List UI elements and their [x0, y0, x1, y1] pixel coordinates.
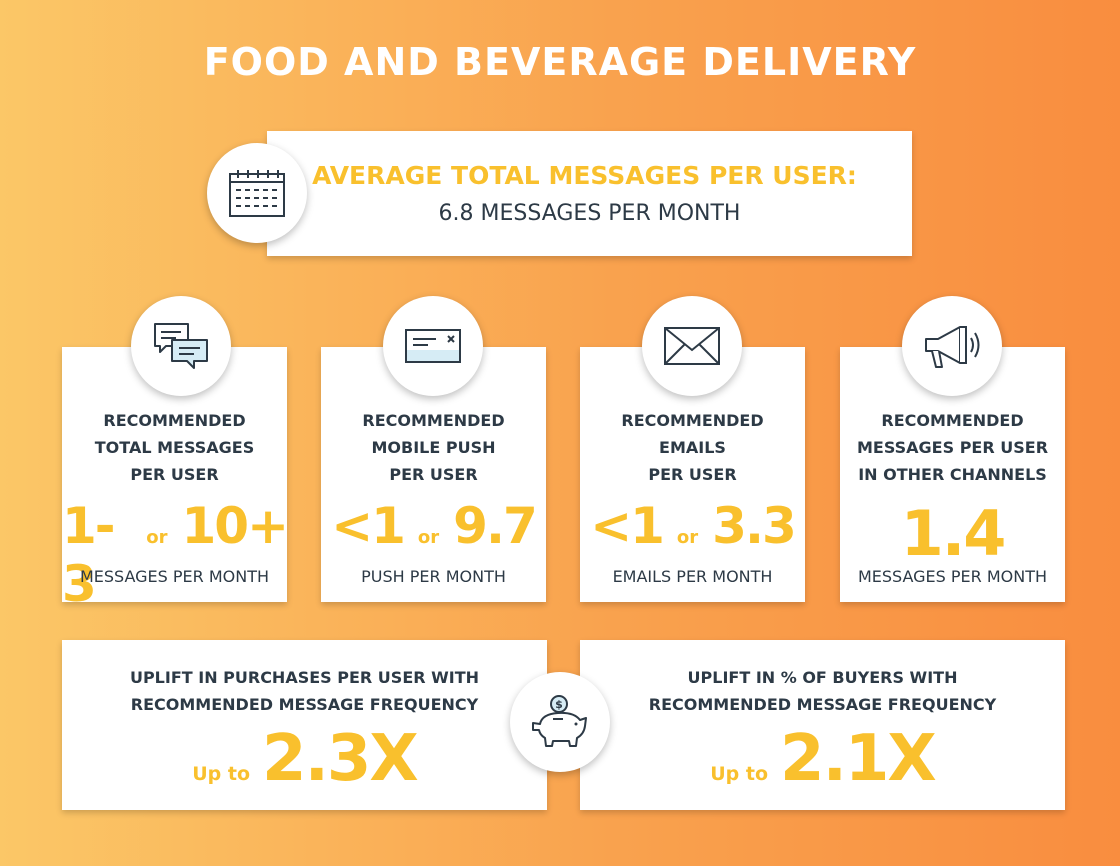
buyers-uplift-card: UPLIFT IN % OF BUYERS WITH RECOMMENDED M…: [580, 640, 1065, 810]
calendar-icon-badge: [207, 143, 307, 243]
page-title: FOOD AND BEVERAGE DELIVERY: [203, 40, 917, 84]
mobile-push-label: RECOMMENDED MOBILE PUSH PER USER: [321, 407, 546, 488]
up-to-text: Up to: [710, 763, 769, 785]
total-messages-label: RECOMMENDED TOTAL MESSAGES PER USER: [62, 407, 287, 488]
up-to-text: Up to: [192, 763, 251, 785]
envelope-icon: [664, 327, 720, 365]
high-value: 9.7: [453, 497, 538, 555]
uplift-number: 2.3X: [262, 722, 419, 796]
label-line: PER USER: [648, 465, 737, 484]
purchases-uplift-value: Up to 2.3X: [62, 722, 547, 796]
label-line: PER USER: [130, 465, 219, 484]
megaphone-icon: [925, 326, 980, 368]
label-line: RECOMMENDED: [103, 411, 246, 430]
piggy-bank-icon-badge: $: [510, 672, 610, 772]
emails-value: <1 or 3.3: [580, 497, 805, 555]
push-notification-icon: [405, 329, 461, 363]
label-line: RECOMMENDED MESSAGE FREQUENCY: [648, 695, 997, 714]
average-messages-label: AVERAGE TOTAL MESSAGES PER USER:: [312, 161, 857, 190]
average-messages-value: 6.8 MESSAGES PER MONTH: [438, 201, 741, 226]
total-messages-card: RECOMMENDED TOTAL MESSAGES PER USER 1-3 …: [62, 347, 289, 613]
or-text: or: [676, 527, 699, 548]
label-line: RECOMMENDED: [621, 411, 764, 430]
label-line: MOBILE PUSH: [371, 438, 496, 457]
calendar-icon: [229, 170, 285, 217]
label-line: MESSAGES PER USER: [856, 438, 1049, 457]
label-line: UPLIFT IN % OF BUYERS WITH: [687, 668, 958, 687]
unit-text: EMAILS PER MONTH: [612, 567, 773, 586]
or-text: or: [146, 527, 168, 548]
envelope-icon-badge: [642, 296, 742, 396]
high-value: 10+: [181, 497, 289, 555]
uplift-number: 2.1X: [780, 722, 937, 796]
label-line: UPLIFT IN PURCHASES PER USER WITH: [129, 668, 480, 687]
buyers-uplift-label: UPLIFT IN % OF BUYERS WITH RECOMMENDED M…: [580, 664, 1065, 718]
mobile-push-value: <1 or 9.7: [321, 497, 546, 555]
chat-bubbles-icon: [154, 323, 208, 369]
single-value: 1.4: [900, 497, 1007, 570]
other-channels-card: RECOMMENDED MESSAGES PER USER IN OTHER C…: [840, 347, 1065, 602]
chat-icon-badge: [131, 296, 231, 396]
label-line: TOTAL MESSAGES: [94, 438, 255, 457]
low-value: <1: [331, 497, 406, 555]
other-channels-value: 1.4: [840, 497, 1065, 570]
push-icon-badge: [383, 296, 483, 396]
buyers-uplift-value: Up to 2.1X: [580, 722, 1065, 796]
mobile-push-card: RECOMMENDED MOBILE PUSH PER USER <1 or 9…: [321, 347, 546, 602]
label-line: PER USER: [389, 465, 478, 484]
label-line: RECOMMENDED: [362, 411, 505, 430]
or-text: or: [417, 527, 440, 548]
piggy-bank-icon: $: [532, 695, 587, 747]
purchases-uplift-label: UPLIFT IN PURCHASES PER USER WITH RECOMM…: [62, 664, 547, 718]
unit-text: MESSAGES PER MONTH: [79, 567, 270, 586]
label-line: IN OTHER CHANNELS: [858, 465, 1047, 484]
megaphone-icon-badge: [902, 296, 1002, 396]
label-line: RECOMMENDED: [881, 411, 1024, 430]
low-value: <1: [590, 497, 665, 555]
average-messages-card: AVERAGE TOTAL MESSAGES PER USER: 6.8 MES…: [267, 131, 912, 256]
label-line: RECOMMENDED MESSAGE FREQUENCY: [130, 695, 479, 714]
total-messages-value: 1-3 or 10+: [62, 497, 289, 613]
other-channels-label: RECOMMENDED MESSAGES PER USER IN OTHER C…: [840, 407, 1065, 488]
purchases-uplift-card: UPLIFT IN PURCHASES PER USER WITH RECOMM…: [62, 640, 547, 810]
unit-text: PUSH PER MONTH: [361, 567, 506, 586]
high-value: 3.3: [712, 497, 797, 555]
svg-text:$: $: [555, 698, 563, 711]
emails-label: RECOMMENDED EMAILS PER USER: [580, 407, 805, 488]
unit-text: MESSAGES PER MONTH: [857, 567, 1048, 586]
low-value: 1-3: [62, 497, 116, 613]
label-line: EMAILS: [659, 438, 726, 457]
